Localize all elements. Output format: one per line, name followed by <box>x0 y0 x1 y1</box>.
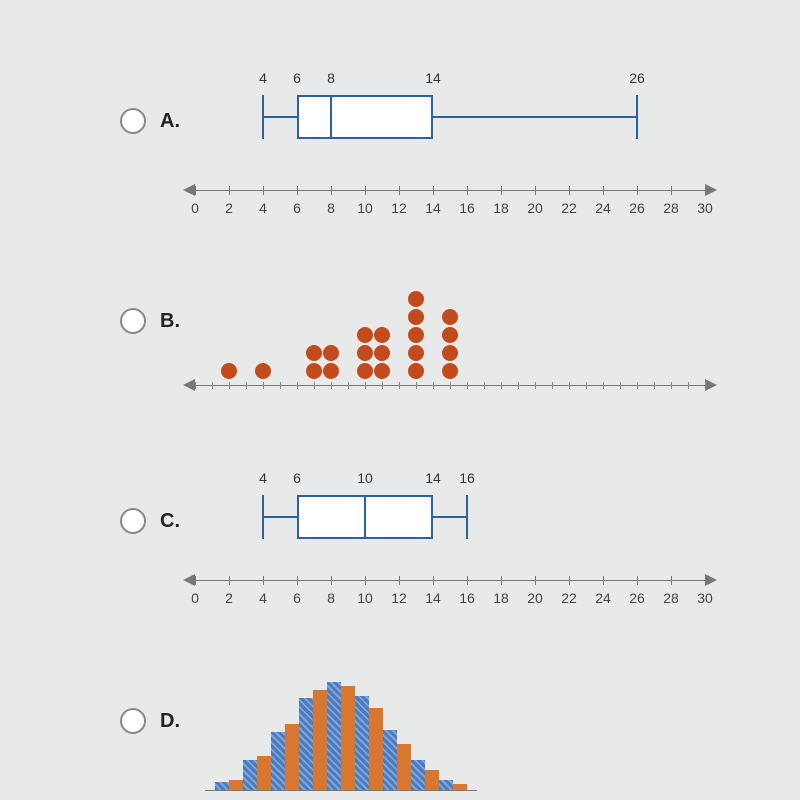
boxplot-value-label: 10 <box>357 470 373 486</box>
axis-tick-label: 28 <box>663 200 679 216</box>
axis-tick-label: 30 <box>697 200 713 216</box>
histogram-bar <box>313 690 327 790</box>
histogram-bar <box>355 696 369 790</box>
dot <box>442 363 458 379</box>
option-D[interactable]: D. <box>120 708 190 734</box>
axis-tick-label: 26 <box>629 200 645 216</box>
axis-tick-label: 10 <box>357 590 373 606</box>
histogram-bar <box>383 730 397 790</box>
dot <box>442 345 458 361</box>
axis-tick-label: 26 <box>629 590 645 606</box>
histogram-bar <box>271 732 285 790</box>
axis-tick-label: 10 <box>357 200 373 216</box>
dot <box>306 345 322 361</box>
axis-tick-label: 22 <box>561 200 577 216</box>
histogram-bar <box>453 784 467 790</box>
dot <box>255 363 271 379</box>
dot <box>357 345 373 361</box>
histogram-bar <box>397 744 411 790</box>
dot <box>374 345 390 361</box>
boxplot-value-label: 8 <box>327 70 335 86</box>
histogram-bar <box>425 770 439 790</box>
dot <box>408 363 424 379</box>
option-A[interactable]: A. <box>120 108 190 134</box>
axis-tick-label: 28 <box>663 590 679 606</box>
axis-tick-label: 6 <box>293 200 301 216</box>
histogram-bar <box>229 780 243 790</box>
dot <box>442 327 458 343</box>
option-label-B: B. <box>160 310 190 333</box>
boxplot-value-label: 26 <box>629 70 645 86</box>
radio-D[interactable] <box>120 708 146 734</box>
axis-tick-label: 16 <box>459 200 475 216</box>
histogram-bar <box>327 682 341 790</box>
axis-tick-label: 30 <box>697 590 713 606</box>
axis-tick-label: 0 <box>191 590 199 606</box>
dot <box>408 327 424 343</box>
option-label-A: A. <box>160 110 190 133</box>
axis-tick-label: 2 <box>225 200 233 216</box>
option-label-C: C. <box>160 510 190 533</box>
dot <box>374 363 390 379</box>
option-C[interactable]: C. <box>120 508 190 534</box>
axis-tick-label: 0 <box>191 200 199 216</box>
histogram-bar <box>257 756 271 790</box>
boxplot-value-label: 4 <box>259 470 267 486</box>
histogram-bar <box>369 708 383 790</box>
dot <box>408 345 424 361</box>
dot <box>374 327 390 343</box>
dot <box>357 327 373 343</box>
dot <box>408 309 424 325</box>
axis-tick-label: 14 <box>425 200 441 216</box>
axis-tick-label: 8 <box>327 590 335 606</box>
axis-tick-label: 22 <box>561 590 577 606</box>
axis-tick-label: 18 <box>493 590 509 606</box>
axis-tick-label: 20 <box>527 200 543 216</box>
dot <box>442 309 458 325</box>
axis-tick-label: 4 <box>259 200 267 216</box>
histogram-bar <box>215 782 229 790</box>
dot <box>306 363 322 379</box>
axis-tick-label: 12 <box>391 200 407 216</box>
dot <box>323 363 339 379</box>
axis-tick-label: 2 <box>225 590 233 606</box>
boxplot-value-label: 14 <box>425 70 441 86</box>
boxplot-value-label: 14 <box>425 470 441 486</box>
axis-tick-label: 4 <box>259 590 267 606</box>
histogram-bar <box>285 724 299 790</box>
axis-tick-label: 8 <box>327 200 335 216</box>
dot <box>221 363 237 379</box>
histogram-bar <box>411 760 425 790</box>
axis-tick-label: 24 <box>595 200 611 216</box>
boxplot-value-label: 4 <box>259 70 267 86</box>
histogram-bar <box>299 698 313 790</box>
dot <box>357 363 373 379</box>
option-label-D: D. <box>160 710 190 733</box>
axis-tick-label: 6 <box>293 590 301 606</box>
option-B[interactable]: B. <box>120 308 190 334</box>
axis-tick-label: 24 <box>595 590 611 606</box>
boxplot-value-label: 6 <box>293 70 301 86</box>
radio-B[interactable] <box>120 308 146 334</box>
radio-C[interactable] <box>120 508 146 534</box>
radio-A[interactable] <box>120 108 146 134</box>
axis-tick-label: 20 <box>527 590 543 606</box>
axis-tick-label: 12 <box>391 590 407 606</box>
boxplot-value-label: 6 <box>293 470 301 486</box>
histogram-bar <box>243 760 257 790</box>
boxplot-value-label: 16 <box>459 470 475 486</box>
axis-tick-label: 18 <box>493 200 509 216</box>
histogram-bar <box>341 686 355 790</box>
axis-tick-label: 16 <box>459 590 475 606</box>
histogram-bar <box>439 780 453 790</box>
axis-tick-label: 14 <box>425 590 441 606</box>
dot <box>408 291 424 307</box>
dot <box>323 345 339 361</box>
